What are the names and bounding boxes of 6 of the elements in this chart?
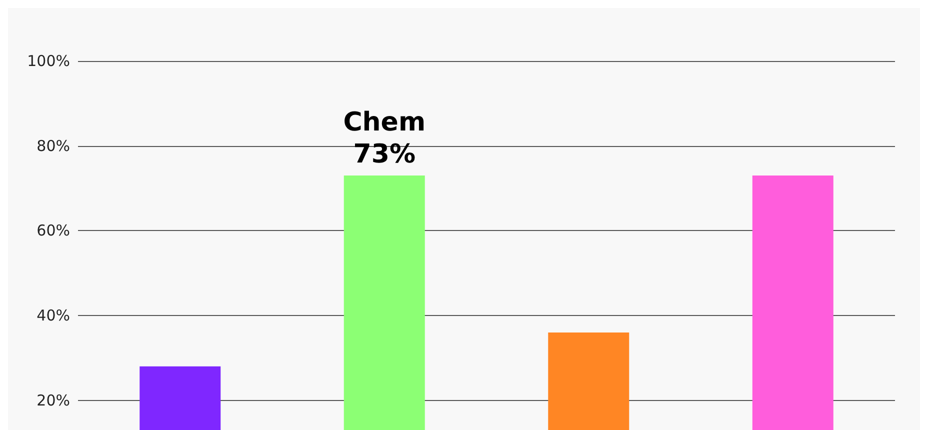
y-tick-label: 40% <box>36 306 70 324</box>
data-label: Chem 73% <box>343 108 426 170</box>
y-tick-label: 20% <box>36 391 70 410</box>
y-tick-label: 100% <box>27 52 70 70</box>
y-tick-label: 80% <box>36 136 70 155</box>
y-tick-label: 60% <box>36 222 70 240</box>
